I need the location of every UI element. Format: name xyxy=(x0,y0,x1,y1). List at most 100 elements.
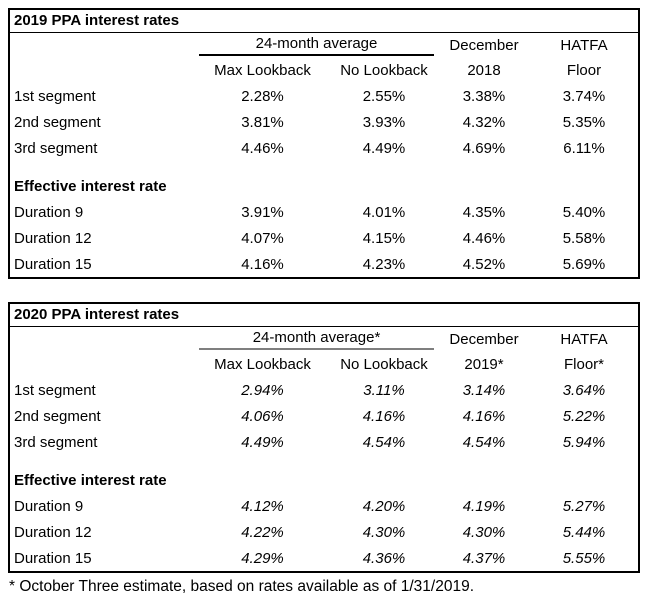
duration-row: Duration 12 4.22% 4.30% 4.30% 5.44% xyxy=(10,519,638,545)
section-header-row: Effective interest rate xyxy=(10,467,638,493)
duration-row: Duration 9 3.91% 4.01% 4.35% 5.40% xyxy=(10,199,638,225)
value-cell: 4.12% xyxy=(241,497,284,515)
value-cell: 4.20% xyxy=(362,497,406,515)
december-year-header: 2018 xyxy=(467,62,501,79)
rates-grid-2020: 24-month average* December HATFA Max Loo… xyxy=(10,327,638,571)
value-cell: 3.11% xyxy=(363,381,405,399)
value-cell: 4.23% xyxy=(362,255,406,273)
value-cell: 4.29% xyxy=(241,549,284,567)
spacer-row xyxy=(10,161,638,173)
sub-header-row: Max Lookback No Lookback 2018 Floor xyxy=(10,58,638,83)
empty-cell xyxy=(10,58,195,83)
empty-cell xyxy=(10,33,195,58)
segment-row: 3rd segment 4.49% 4.54% 4.54% 5.94% xyxy=(10,429,638,455)
value-cell: 5.44% xyxy=(562,523,606,541)
footnote: * October Three estimate, based on rates… xyxy=(9,578,474,595)
value-cell: 4.16% xyxy=(362,407,406,425)
table-2020-ppa: 2020 PPA interest rates 24-month average… xyxy=(8,302,640,573)
duration-row: Duration 12 4.07% 4.15% 4.46% 5.58% xyxy=(10,225,638,251)
value-cell: 3.74% xyxy=(562,87,606,105)
value-cell: 4.46% xyxy=(241,139,284,157)
empty-cell xyxy=(10,352,195,377)
hatfa-floor-header: Floor* xyxy=(563,356,604,373)
value-cell: 4.19% xyxy=(462,497,506,515)
value-cell: 3.81% xyxy=(241,113,284,131)
value-cell: 4.35% xyxy=(462,203,506,221)
spacer-row xyxy=(10,455,638,467)
value-cell: 5.27% xyxy=(562,497,606,515)
empty-cell xyxy=(10,327,195,352)
value-cell: 4.30% xyxy=(462,523,506,541)
rates-grid-2019: 24-month average December HATFA Max Look… xyxy=(10,33,638,277)
group-header-row: 24-month average* December HATFA xyxy=(10,327,638,352)
value-cell: 4.06% xyxy=(241,407,284,425)
row-label: Duration 12 xyxy=(14,523,92,541)
value-cell: 2.55% xyxy=(362,87,406,105)
max-lookback-header: Max Lookback xyxy=(214,62,311,79)
group-header-cell: 24-month average* xyxy=(195,327,438,352)
value-cell: 4.54% xyxy=(462,433,506,451)
segment-row: 2nd segment 4.06% 4.16% 4.16% 5.22% xyxy=(10,403,638,429)
duration-row: Duration 15 4.29% 4.36% 4.37% 5.55% xyxy=(10,545,638,571)
value-cell: 5.58% xyxy=(562,229,606,247)
group-header-cell: 24-month average xyxy=(195,33,438,58)
row-label: Duration 9 xyxy=(14,203,84,221)
hatfa-header: HATFA xyxy=(560,331,608,348)
value-cell: 5.55% xyxy=(562,549,606,567)
row-label: Duration 15 xyxy=(14,255,92,273)
value-cell: 4.32% xyxy=(462,113,506,131)
empty-cell xyxy=(10,455,638,467)
value-cell: 4.52% xyxy=(462,255,506,273)
no-lookback-header: No Lookback xyxy=(340,62,428,79)
row-label: 3rd segment xyxy=(14,139,98,157)
value-cell: 4.69% xyxy=(462,139,506,157)
value-cell: 4.37% xyxy=(462,549,506,567)
value-cell: 4.30% xyxy=(362,523,406,541)
row-label: 1st segment xyxy=(14,381,96,399)
row-label: 1st segment xyxy=(14,87,96,105)
row-label: Duration 15 xyxy=(14,549,92,567)
value-cell: 5.40% xyxy=(562,203,606,221)
value-cell: 4.36% xyxy=(362,549,406,567)
value-cell: 4.16% xyxy=(241,255,284,273)
value-cell: 3.91% xyxy=(241,203,284,221)
value-cell: 4.15% xyxy=(362,229,406,247)
value-cell: 4.54% xyxy=(362,433,406,451)
value-cell: 4.49% xyxy=(241,433,284,451)
value-cell: 4.22% xyxy=(241,523,284,541)
value-cell: 4.49% xyxy=(362,139,406,157)
section-label: Effective interest rate xyxy=(14,471,167,489)
row-label: Duration 12 xyxy=(14,229,92,247)
group-header-24-month-average: 24-month average xyxy=(199,35,434,56)
table-title-2020: 2020 PPA interest rates xyxy=(10,304,638,327)
december-header: December xyxy=(449,37,519,54)
max-lookback-header: Max Lookback xyxy=(214,356,311,373)
no-lookback-header: No Lookback xyxy=(340,356,428,373)
value-cell: 6.11% xyxy=(563,139,605,157)
value-cell: 5.94% xyxy=(562,433,606,451)
value-cell: 5.22% xyxy=(562,407,606,425)
table-title-2019: 2019 PPA interest rates xyxy=(10,10,638,33)
segment-row: 2nd segment 3.81% 3.93% 4.32% 5.35% xyxy=(10,109,638,135)
segment-row: 1st segment 2.28% 2.55% 3.38% 3.74% xyxy=(10,83,638,109)
segment-row: 3rd segment 4.46% 4.49% 4.69% 6.11% xyxy=(10,135,638,161)
section-label: Effective interest rate xyxy=(14,177,167,195)
value-cell: 5.69% xyxy=(562,255,606,273)
empty-cell xyxy=(10,161,638,173)
value-cell: 5.35% xyxy=(562,113,606,131)
value-cell: 3.64% xyxy=(562,381,606,399)
value-cell: 3.38% xyxy=(462,87,506,105)
table-2019-ppa: 2019 PPA interest rates 24-month average… xyxy=(8,8,640,279)
segment-row: 1st segment 2.94% 3.11% 3.14% 3.64% xyxy=(10,377,638,403)
december-header: December xyxy=(449,331,519,348)
hatfa-header: HATFA xyxy=(560,37,608,54)
value-cell: 3.93% xyxy=(362,113,406,131)
value-cell: 4.46% xyxy=(462,229,506,247)
row-label: Duration 9 xyxy=(14,497,84,515)
value-cell: 2.94% xyxy=(241,381,284,399)
group-header-24-month-average: 24-month average* xyxy=(199,329,434,350)
row-label: 2nd segment xyxy=(14,407,101,425)
group-header-row: 24-month average December HATFA xyxy=(10,33,638,58)
december-year-header: 2019* xyxy=(464,356,504,373)
